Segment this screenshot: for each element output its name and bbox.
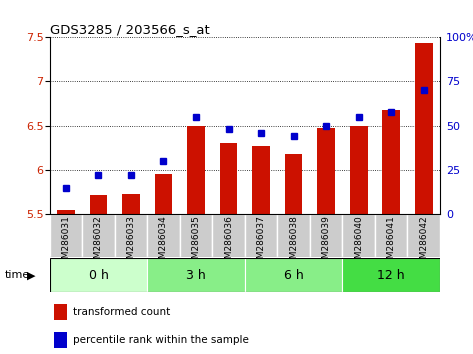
Bar [350,126,368,214]
Text: GSM286033: GSM286033 [126,216,135,270]
Text: GSM286040: GSM286040 [354,216,363,270]
Bar [245,214,277,257]
Bar [317,129,335,214]
Bar [147,258,245,292]
Text: time: time [5,270,30,280]
Bar [50,258,147,292]
Text: GSM286037: GSM286037 [256,216,265,270]
Bar [382,110,400,214]
Bar [147,214,180,257]
Text: 0 h: 0 h [88,269,108,282]
Text: GSM286039: GSM286039 [322,216,331,270]
Bar [219,143,237,214]
Bar [245,258,342,292]
Bar [155,175,173,214]
Text: 6 h: 6 h [284,269,304,282]
Text: GSM286042: GSM286042 [419,216,428,270]
Text: GSM286034: GSM286034 [159,216,168,270]
Bar [342,258,440,292]
Bar [277,214,310,257]
Bar [50,214,82,257]
Text: ▶: ▶ [26,270,35,280]
Text: GSM286038: GSM286038 [289,216,298,270]
Text: 12 h: 12 h [377,269,405,282]
Bar [53,304,67,320]
Bar [407,214,440,257]
Bar [187,126,205,214]
Bar [114,214,147,257]
Bar [89,195,107,214]
Bar [342,214,375,257]
Bar [122,194,140,214]
Bar [310,214,342,257]
Text: GSM286036: GSM286036 [224,216,233,270]
Bar [53,332,67,348]
Bar [285,154,303,214]
Text: GSM286035: GSM286035 [192,216,201,270]
Bar [252,146,270,214]
Bar [212,214,245,257]
Text: GDS3285 / 203566_s_at: GDS3285 / 203566_s_at [50,23,210,36]
Text: GSM286031: GSM286031 [61,216,70,270]
Bar [415,44,433,214]
Bar [82,214,114,257]
Text: GSM286041: GSM286041 [386,216,395,270]
Bar [375,214,407,257]
Text: transformed count: transformed count [73,307,170,317]
Bar [57,210,75,214]
Text: GSM286032: GSM286032 [94,216,103,270]
Bar [180,214,212,257]
Text: percentile rank within the sample: percentile rank within the sample [73,335,249,345]
Text: 3 h: 3 h [186,269,206,282]
